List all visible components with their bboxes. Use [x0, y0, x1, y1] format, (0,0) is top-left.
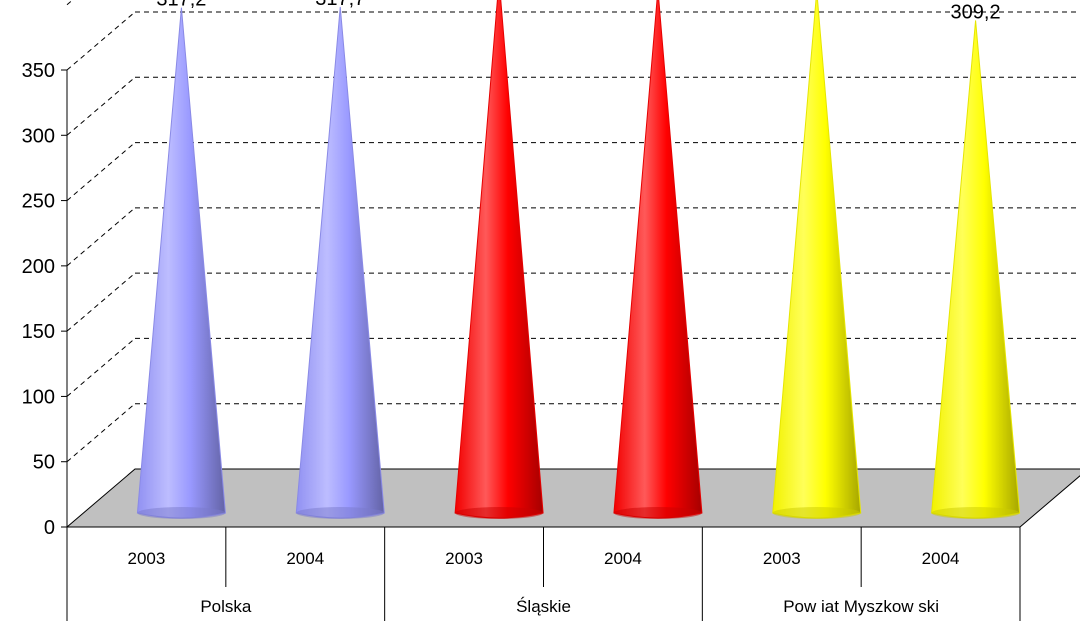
cone [295, 6, 385, 519]
gridline-diagonal [66, 272, 136, 332]
cone [136, 7, 226, 519]
data-label: 317,7 [315, 0, 365, 10]
group-label: Polska [200, 597, 252, 616]
cone-base [455, 507, 544, 519]
gridline-diagonal [66, 142, 136, 201]
category-label: 2004 [922, 549, 960, 568]
cone [454, 0, 544, 519]
category-label: 2003 [128, 549, 166, 568]
cone-base [931, 507, 1020, 519]
cone-base [137, 507, 226, 519]
cone-base [772, 507, 861, 519]
data-label: 317,2 [156, 0, 206, 11]
gridline-diagonal [66, 338, 136, 397]
y-tick-label: 50 [33, 452, 55, 474]
gridline-diagonal [66, 76, 136, 136]
y-axis: 0 50 100 150 200 250 300 350 [22, 60, 68, 539]
x-axis: 2003 2004 Polska 2003 2004 Śląskie 2003 2004 Pow… [66, 526, 1021, 621]
cone-base [296, 507, 385, 519]
gridlines [66, 0, 1080, 463]
category-label: 2003 [445, 549, 483, 568]
group-label: Śląskie [516, 597, 571, 616]
y-tick-label: 100 [22, 386, 55, 408]
gridline-diagonal [66, 0, 74, 6]
y-tick-label: 0 [44, 517, 55, 539]
gridline-diagonal [66, 11, 136, 71]
gridline-diagonal [66, 207, 136, 267]
cones [136, 0, 1021, 519]
cone [772, 0, 862, 519]
cone-base [613, 507, 702, 519]
cone-body [295, 6, 385, 519]
data-labels: 317,2317,7334,9328,7327,9309,2 [156, 0, 1000, 23]
category-label: 2004 [604, 549, 642, 568]
group-label: Pow iat Myszkow ski [783, 597, 939, 616]
cone [931, 20, 1021, 519]
y-tick-label: 350 [22, 60, 55, 82]
category-label: 2003 [763, 549, 801, 568]
y-tick-label: 200 [22, 256, 55, 278]
y-tick-label: 150 [22, 321, 55, 343]
y-tick-label: 300 [22, 125, 55, 147]
cone [613, 0, 703, 519]
cone-body [136, 7, 226, 519]
data-label: 309,2 [951, 1, 1001, 23]
cone-body [931, 20, 1021, 519]
category-label: 2004 [286, 549, 324, 568]
y-tick-label: 250 [22, 191, 55, 213]
gridline-diagonal [66, 403, 136, 463]
